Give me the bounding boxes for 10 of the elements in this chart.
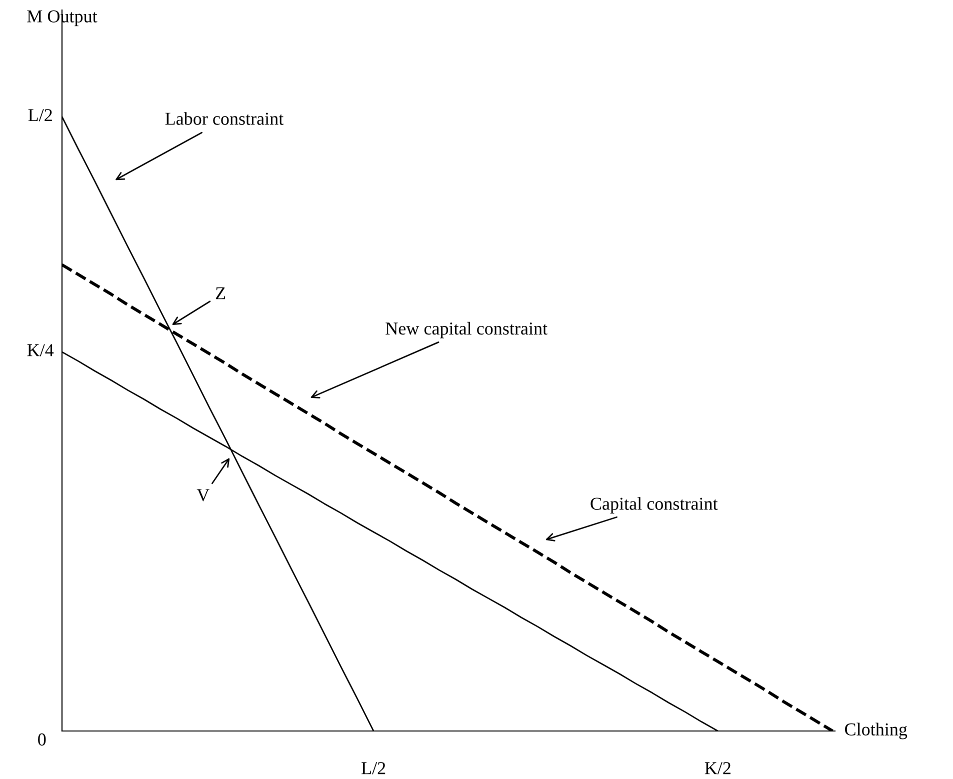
annotation: Labor constraint [165,112,284,125]
annotation: V [196,489,210,502]
text: 0 [38,733,46,746]
annotation: New capital constraint [386,322,548,338]
annotation: Capital constraint [590,497,718,514]
text: L/2 [28,109,52,122]
annotation: Z [216,287,226,300]
x-axis-title: Clothing [845,722,908,740]
text: K/4 [27,344,54,356]
x-tick-label: K/2 [704,762,730,774]
